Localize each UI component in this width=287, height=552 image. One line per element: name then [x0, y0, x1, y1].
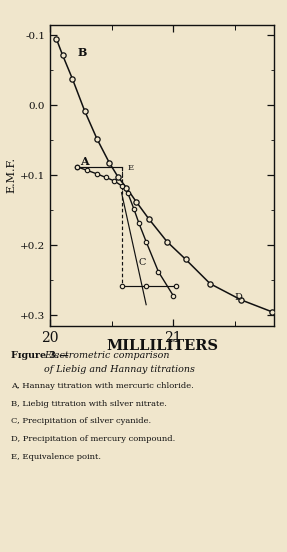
Text: MILLILITERS: MILLILITERS [106, 339, 218, 353]
Text: of Liebig and Hannay titrations: of Liebig and Hannay titrations [44, 365, 195, 374]
Text: D, Precipitation of mercury compound.: D, Precipitation of mercury compound. [11, 435, 176, 443]
Text: B: B [77, 47, 87, 58]
Text: Electrometric comparison: Electrometric comparison [44, 351, 170, 359]
Text: A, Hannay titration with mercuric chloride.: A, Hannay titration with mercuric chlori… [11, 382, 194, 390]
Y-axis label: E.M.F.: E.M.F. [6, 157, 16, 193]
Text: E: E [128, 164, 134, 172]
Text: D: D [235, 293, 243, 302]
Text: Fɪgure 3.—: Fɪgure 3.— [11, 351, 69, 359]
Text: B, Liebig titration with silver nitrate.: B, Liebig titration with silver nitrate. [11, 400, 167, 407]
Text: A: A [80, 156, 88, 167]
Text: C, Precipitation of silver cyanide.: C, Precipitation of silver cyanide. [11, 417, 152, 425]
Text: C: C [139, 258, 146, 267]
Text: E, Equivalence point.: E, Equivalence point. [11, 453, 102, 460]
